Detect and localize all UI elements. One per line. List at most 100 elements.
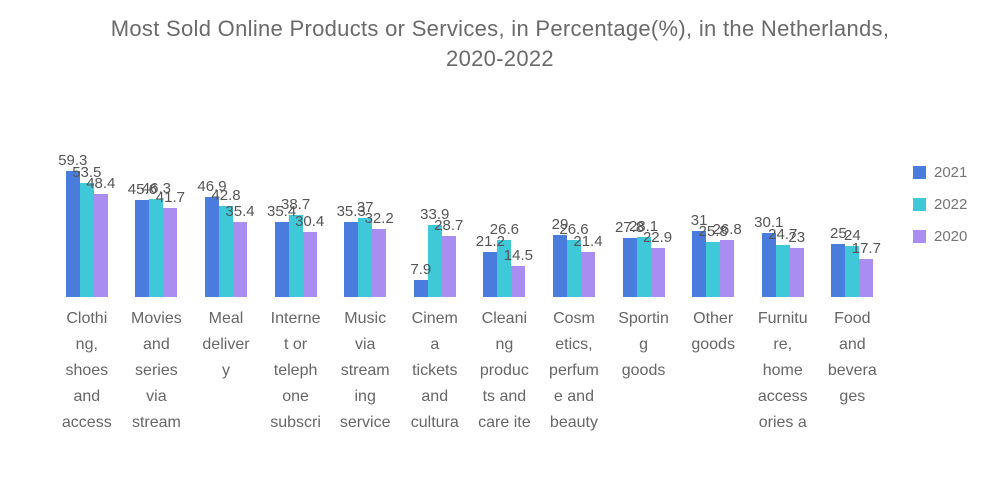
bar-group: 59.3 53.5 48.4 bbox=[52, 152, 122, 297]
bar-column: 53.5 bbox=[72, 164, 101, 297]
bar-value-label: 35.4 bbox=[225, 202, 255, 220]
bar-value-label: 27.8 bbox=[614, 218, 645, 236]
legend-swatch-2020 bbox=[913, 230, 926, 243]
bar-2020 bbox=[859, 259, 874, 297]
bar-column: 45.6 bbox=[128, 181, 157, 297]
bar-value-label: 25.8 bbox=[698, 223, 728, 241]
bar-group: 21.2 26.6 14.5 bbox=[470, 221, 540, 297]
bar-value-label: 26.6 bbox=[559, 221, 589, 239]
bar-2022 bbox=[218, 206, 233, 297]
bar-column: 48.4 bbox=[86, 175, 115, 297]
chart-title: Most Sold Online Products or Services, i… bbox=[0, 14, 1000, 74]
bar-value-label: 22.9 bbox=[642, 229, 673, 247]
legend: 2021 2022 2020 bbox=[913, 163, 967, 246]
bar-column: 31 bbox=[691, 212, 707, 297]
bar-2020 bbox=[789, 248, 804, 297]
bar-group: 35.4 38.7 30.4 bbox=[261, 196, 331, 297]
bar-2020 bbox=[163, 208, 178, 297]
bar-2022 bbox=[358, 218, 373, 297]
bar-value-label: 41.7 bbox=[155, 189, 185, 207]
bar-column: 35.4 bbox=[267, 203, 296, 297]
category-label: Food and bevera ges bbox=[827, 310, 877, 405]
bar-2021 bbox=[761, 233, 776, 297]
bar-group: 31 25.8 26.8 bbox=[678, 212, 748, 297]
bar-value-label: 37 bbox=[356, 199, 374, 217]
bar-value-label: 45.6 bbox=[127, 181, 157, 199]
bar-2022 bbox=[775, 244, 790, 297]
category-label: Meal deliver y bbox=[202, 310, 250, 379]
category-axis: Clothi ng, shoes and access Movies and se… bbox=[52, 306, 887, 436]
category-label: Cosm etics, perfum e and beauty bbox=[549, 310, 599, 431]
bar-2020 bbox=[232, 221, 247, 297]
bar-value-label: 59.3 bbox=[58, 152, 88, 169]
bar-column: 25 bbox=[829, 224, 847, 297]
bar-column: 21.2 bbox=[476, 233, 505, 297]
bar-column: 26.6 bbox=[559, 221, 589, 297]
bar-value-label: 53.5 bbox=[72, 164, 102, 182]
bar-value-label: 46.9 bbox=[197, 178, 227, 196]
bar-value-label: 32.2 bbox=[364, 209, 394, 227]
bar-2022 bbox=[497, 240, 512, 297]
bar-group: 25 24 17.7 bbox=[818, 225, 888, 297]
bar-2022 bbox=[288, 214, 303, 297]
bar-value-label: 46.3 bbox=[141, 179, 171, 197]
bar-value-label: 35.3 bbox=[336, 203, 366, 220]
bar-value-label: 25 bbox=[829, 224, 847, 242]
bar-2021 bbox=[413, 280, 428, 297]
bar-group: 45.6 46.3 41.7 bbox=[122, 180, 192, 297]
category-label: Cinem a tickets and cultura bbox=[410, 310, 459, 431]
bar-column: 22.9 bbox=[643, 229, 672, 297]
bar-group: 30.1 24.7 23 bbox=[748, 214, 818, 297]
bar-group: 7.9 33.9 28.7 bbox=[400, 206, 470, 297]
legend-item-2022: 2022 bbox=[913, 195, 967, 214]
bar-group: 35.3 37 32.2 bbox=[330, 199, 400, 297]
category-label: Furnitu re, home access ories a bbox=[757, 310, 808, 431]
category-label: Other goods bbox=[691, 310, 735, 353]
bar-value-label: 21.4 bbox=[573, 232, 603, 250]
bar-column: 41.7 bbox=[156, 189, 185, 297]
bar-column: 28.7 bbox=[434, 217, 463, 297]
legend-swatch-2021 bbox=[913, 166, 926, 179]
bar-column: 32.2 bbox=[365, 210, 394, 297]
legend-label-2020: 2020 bbox=[934, 228, 968, 245]
bar-value-label: 21.2 bbox=[475, 232, 505, 250]
bar-column: 35.4 bbox=[225, 203, 255, 297]
bar-group: 27.8 28.1 22.9 bbox=[609, 218, 679, 297]
legend-label-2021: 2021 bbox=[934, 164, 968, 181]
bar-2021 bbox=[344, 222, 359, 297]
category-label: Sportin g goods bbox=[618, 310, 669, 379]
bar-value-label: 14.5 bbox=[503, 247, 533, 265]
bar-2021 bbox=[135, 200, 150, 297]
bar-value-label: 26.8 bbox=[712, 221, 742, 239]
bar-column: 26.8 bbox=[713, 221, 742, 297]
bar-2020 bbox=[372, 228, 387, 297]
bar-column: 30.1 bbox=[754, 214, 783, 297]
bar-value-label: 35.4 bbox=[266, 202, 297, 220]
bar-2021 bbox=[692, 231, 707, 297]
bar-column: 27.8 bbox=[615, 219, 644, 297]
bar-2020 bbox=[441, 236, 456, 297]
category-label: Clothi ng, shoes and access bbox=[61, 310, 112, 431]
plot-area: 59.3 53.5 48.4 45.6 46.3 41.7 46.9 42.8 35.4 35.4… bbox=[52, 72, 887, 297]
bar-2020 bbox=[93, 194, 108, 297]
bar-2020 bbox=[511, 266, 526, 297]
bar-value-label: 24.7 bbox=[768, 225, 798, 243]
bar-2021 bbox=[552, 235, 567, 297]
bar-column: 35.3 bbox=[337, 203, 366, 297]
bar-value-label: 48.4 bbox=[86, 175, 116, 193]
bar-column: 17.7 bbox=[852, 240, 881, 297]
bar-2021 bbox=[204, 197, 219, 297]
bar-group: 46.9 42.8 35.4 bbox=[191, 178, 261, 297]
category-label: Interne t or teleph one subscri bbox=[270, 310, 321, 431]
bar-value-label: 24 bbox=[843, 227, 861, 244]
bar-2022 bbox=[566, 240, 581, 297]
bar-column: 26.6 bbox=[490, 221, 519, 297]
bar-column: 29 bbox=[551, 216, 569, 297]
bar-value-label: 29 bbox=[551, 216, 569, 234]
bar-group: 29 26.6 21.4 bbox=[539, 216, 609, 297]
bar-2020 bbox=[720, 240, 735, 297]
bar-column: 38.7 bbox=[281, 196, 310, 297]
bar-column: 30.4 bbox=[295, 213, 324, 297]
bar-value-label: 28.7 bbox=[434, 217, 464, 235]
